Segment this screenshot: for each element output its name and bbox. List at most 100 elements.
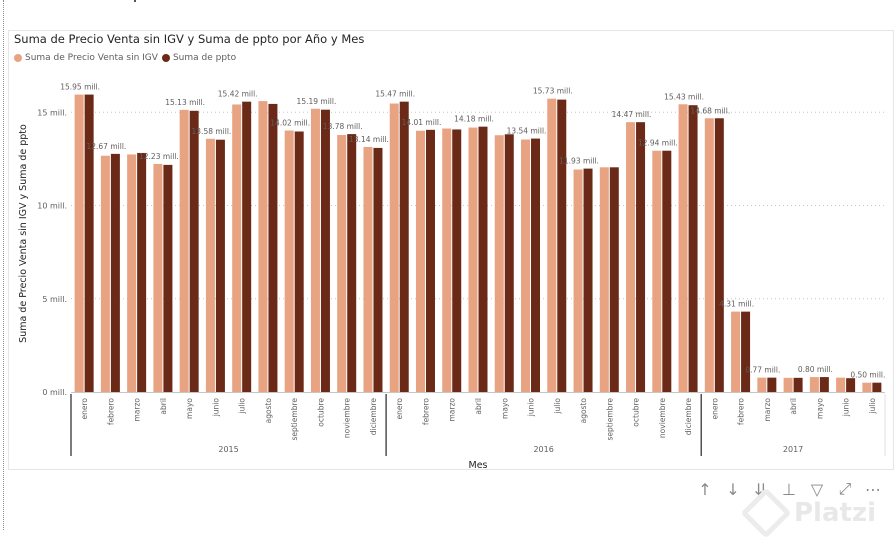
- bar-ppto-2017-febrero: [741, 311, 751, 392]
- platzi-logo-icon: [740, 487, 792, 538]
- platzi-watermark: Platzi: [740, 487, 876, 538]
- chart-title: Suma de Precio Venta sin IGV y Suma de p…: [14, 32, 365, 46]
- bar-precio-2017-abril: [783, 377, 793, 392]
- data-label: 0.50 mill.: [850, 371, 885, 380]
- x-tick-label-month: septiembre: [290, 398, 299, 441]
- bar-ppto-2016-junio: [531, 138, 541, 392]
- bar-ppto-2016-octubre: [636, 122, 646, 392]
- x-tick-label-month: enero: [395, 398, 404, 420]
- y-axis-title: Suma de Precio Venta sin IGV y Suma de p…: [18, 124, 29, 343]
- bar-ppto-2016-febrero: [425, 129, 435, 392]
- bar-ppto-2016-enero: [399, 101, 409, 393]
- expand-hierarchy-icon[interactable]: ⊥: [782, 479, 796, 499]
- bar-precio-2016-febrero: [415, 130, 425, 392]
- bar-precio-2015-septiembre: [284, 130, 294, 392]
- bar-ppto-2016-marzo: [452, 129, 462, 393]
- data-label: 13.58 mill.: [192, 127, 232, 136]
- bar-ppto-2017-junio: [846, 378, 856, 392]
- x-tick-label-month: abril: [159, 398, 168, 415]
- legend-item-precio[interactable]: Suma de Precio Venta sin IGV: [14, 53, 158, 63]
- data-label: 11.93 mill.: [559, 157, 599, 166]
- y-tick-label: 5 mill.: [42, 295, 67, 304]
- x-tick-label-month: noviembre: [658, 398, 667, 438]
- x-tick-label-month: junio: [211, 398, 220, 418]
- bar-precio-2015-enero: [74, 94, 84, 393]
- bar-precio-2015-noviembre: [337, 135, 347, 393]
- bar-precio-2016-noviembre: [652, 150, 662, 392]
- double-arrow-down-icon[interactable]: ⇊: [754, 479, 768, 499]
- bar-precio-2017-febrero: [731, 311, 741, 392]
- bar-precio-2015-junio: [205, 138, 215, 392]
- bar-ppto-2015-enero: [84, 94, 94, 393]
- x-tick-label-month: octubre: [316, 398, 325, 427]
- bar-precio-2016-diciembre: [678, 104, 688, 392]
- x-tick-label-month: octubre: [632, 398, 641, 427]
- x-tick-label-month: julio: [238, 398, 247, 415]
- x-tick-label-month: abril: [474, 398, 483, 415]
- x-tick-label-year: 2016: [533, 445, 553, 454]
- data-label: 12.67 mill.: [86, 142, 126, 151]
- legend: Suma de Precio Venta sin IGV Suma de ppt…: [14, 53, 240, 63]
- bar-precio-2016-julio: [547, 98, 557, 392]
- bar-precio-2017-marzo: [757, 377, 767, 392]
- data-label: 14.68 mill.: [690, 106, 730, 115]
- x-tick-label-month: marzo: [133, 398, 142, 422]
- x-axis-title: Mes: [469, 460, 488, 471]
- legend-label-ppto: Suma de ppto: [172, 53, 237, 63]
- bar-ppto-2016-diciembre: [688, 105, 698, 392]
- bar-ppto-2015-marzo: [137, 152, 147, 392]
- watermark-text: Platzi: [794, 498, 876, 528]
- bar-precio-2016-mayo: [494, 135, 504, 393]
- bar-precio-2016-marzo: [442, 128, 452, 392]
- bar-precio-2016-enero: [389, 103, 399, 392]
- y-tick-label: 10 mill.: [37, 202, 67, 211]
- x-tick-label-month: febrero: [421, 398, 430, 425]
- x-tick-label-month: marzo: [448, 398, 457, 422]
- bar-ppto-2015-julio: [242, 101, 252, 393]
- bar-ppto-2015-mayo: [189, 110, 199, 392]
- bar-ppto-2016-agosto: [583, 168, 593, 392]
- bar-ppto-2017-enero: [714, 118, 724, 393]
- bar-precio-2015-agosto: [258, 101, 268, 392]
- filter-icon[interactable]: ▽: [810, 479, 824, 499]
- data-label: 14.47 mill.: [612, 110, 652, 119]
- x-tick-label-month: diciembre: [369, 398, 378, 436]
- bar-precio-2015-julio: [232, 104, 242, 393]
- x-tick-label-month: mayo: [815, 398, 824, 419]
- bar-ppto-2016-julio: [557, 99, 567, 392]
- x-tick-label-year: 2015: [218, 445, 238, 454]
- more-options-icon[interactable]: ⋯: [865, 479, 881, 499]
- x-tick-label-year: 2017: [783, 445, 803, 454]
- focus-mode-icon[interactable]: ⤢: [838, 479, 852, 498]
- x-tick-label-month: agosto: [264, 398, 273, 424]
- bar-ppto-2016-noviembre: [662, 150, 672, 392]
- data-label: 4.31 mill.: [719, 300, 754, 309]
- y-tick-label: 15 mill.: [37, 108, 67, 117]
- bar-precio-2016-agosto: [573, 169, 583, 392]
- x-tick-label-month: febrero: [737, 398, 746, 425]
- arrow-up-icon[interactable]: ↑: [698, 479, 712, 499]
- data-label: 15.95 mill.: [60, 83, 100, 92]
- x-tick-label-month: julio: [868, 398, 877, 415]
- bar-ppto-2015-febrero: [110, 153, 120, 392]
- x-tick-label-month: junio: [842, 398, 851, 418]
- legend-label-precio: Suma de Precio Venta sin IGV: [25, 53, 158, 63]
- bar-chart-plot: 0 mill. 5 mill. 10 mill. 15 mill. Suma de Pr…: [18, 83, 886, 471]
- bar-ppto-2017-marzo: [767, 377, 777, 392]
- canvas-marker: [134, 0, 136, 2]
- legend-item-ppto[interactable]: Suma de ppto: [161, 53, 237, 63]
- x-tick-label-month: noviembre: [343, 398, 352, 438]
- bar-precio-2015-octubre: [310, 108, 320, 393]
- arrow-down-icon[interactable]: ↓: [726, 479, 740, 499]
- data-label: 14.18 mill.: [454, 115, 494, 124]
- bar-precio-2015-mayo: [179, 109, 189, 393]
- x-tick-label-month: junio: [527, 398, 536, 418]
- bar-ppto-2017-abril: [793, 377, 803, 392]
- data-label: 15.43 mill.: [664, 92, 704, 101]
- bar-ppto-2016-septiembre: [609, 167, 619, 392]
- bar-precio-2016-junio: [521, 139, 531, 392]
- x-tick-label-month: julio: [553, 398, 562, 415]
- x-tick-label-month: marzo: [763, 398, 772, 422]
- bar-ppto-2016-mayo: [504, 134, 514, 392]
- visual-toolbar: ↑ ↓ ⇊ ⊥ ▽ ⤢ ⋯: [694, 478, 884, 500]
